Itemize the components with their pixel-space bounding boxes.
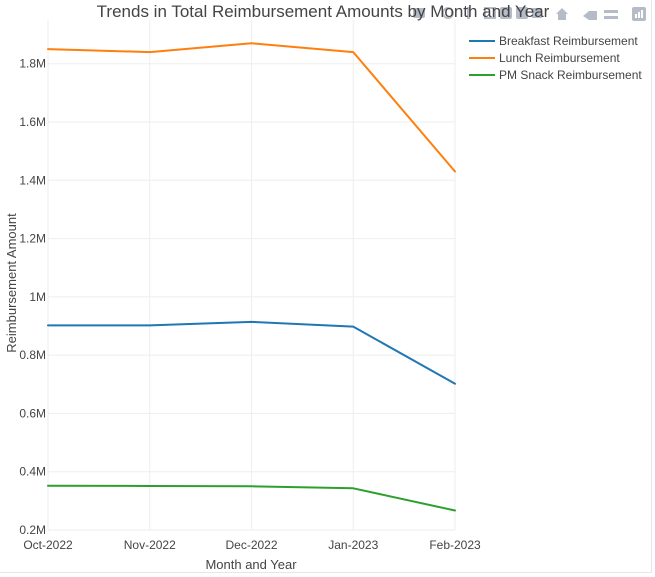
camera-icon[interactable] [413, 8, 425, 18]
legend-item[interactable]: Breakfast Reimbursement [469, 34, 638, 48]
series-line[interactable] [47, 42, 456, 173]
y-tick-label: 0.8M [19, 348, 46, 362]
x-tick-label: Jan-2023 [328, 538, 378, 552]
spike-lines-icon[interactable] [583, 11, 597, 20]
x-axis-title: Month and Year [205, 557, 297, 572]
y-axis-ticks: 0.2M 0.4M 0.6M 0.8M 1M 1.2M 1.4M 1.6M 1.8M [19, 57, 46, 537]
series-lines [47, 42, 456, 512]
y-tick-label: 1.6M [19, 115, 46, 129]
x-tick-label: Nov-2022 [124, 538, 176, 552]
lasso-icon[interactable] [500, 7, 512, 19]
legend-label: PM Snack Reimbursement [499, 68, 642, 82]
reset-axes-icon[interactable] [556, 8, 568, 20]
chart-title: Trends in Total Reimbursement Amounts by… [97, 2, 550, 21]
legend-label: Breakfast Reimbursement [499, 34, 638, 48]
plotly-logo-icon[interactable] [632, 7, 646, 21]
x-tick-label: Dec-2022 [225, 538, 277, 552]
y-tick-label: 1.8M [19, 57, 46, 71]
zoom-out-icon[interactable] [532, 8, 542, 18]
pan-icon[interactable] [467, 7, 470, 19]
compare-hover-icon[interactable] [604, 10, 618, 19]
zoom-icon[interactable] [442, 7, 454, 19]
series-line[interactable] [47, 320, 456, 385]
y-tick-label: 1.4M [19, 173, 46, 187]
y-tick-label: 1M [29, 290, 46, 304]
zoom-in-icon[interactable] [516, 7, 528, 19]
y-tick-label: 0.4M [19, 465, 46, 479]
modebar [413, 7, 646, 21]
legend: Breakfast Reimbursement Lunch Reimburseme… [469, 34, 642, 82]
series-line[interactable] [47, 484, 456, 512]
y-tick-label: 0.6M [19, 406, 46, 420]
y-tick-label: 0.2M [19, 523, 46, 537]
x-axis-ticks: Oct-2022 Nov-2022 Dec-2022 Jan-2023 Feb-2023 [23, 538, 481, 552]
y-tick-label: 1.2M [19, 232, 46, 246]
grid-lines [47, 20, 456, 531]
box-select-icon[interactable] [484, 7, 496, 19]
x-tick-label: Oct-2022 [23, 538, 73, 552]
legend-label: Lunch Reimbursement [499, 51, 620, 65]
y-axis-title: Reimbursement Amount [4, 213, 19, 353]
x-tick-label: Feb-2023 [429, 538, 481, 552]
legend-item[interactable]: Lunch Reimbursement [469, 51, 620, 65]
legend-item[interactable]: PM Snack Reimbursement [469, 68, 642, 82]
